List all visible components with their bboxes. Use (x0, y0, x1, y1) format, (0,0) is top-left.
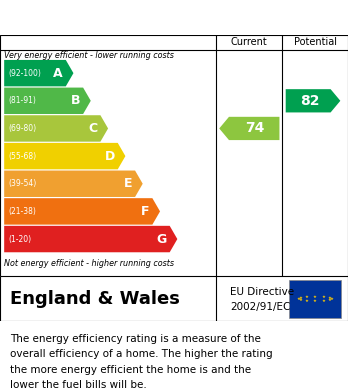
Text: ★: ★ (305, 299, 309, 303)
Text: (55-68): (55-68) (8, 152, 37, 161)
Text: ★: ★ (327, 296, 331, 300)
Text: B: B (71, 94, 80, 107)
Polygon shape (4, 143, 125, 169)
Text: ★: ★ (330, 297, 334, 301)
Polygon shape (4, 170, 143, 197)
Text: ★: ★ (327, 298, 331, 302)
Text: ★: ★ (296, 297, 300, 301)
Polygon shape (219, 117, 279, 140)
Text: overall efficiency of a home. The higher the rating: overall efficiency of a home. The higher… (10, 349, 273, 359)
Text: G: G (157, 233, 167, 246)
Text: Very energy efficient - lower running costs: Very energy efficient - lower running co… (4, 50, 174, 59)
Polygon shape (4, 88, 91, 114)
Bar (289, 280, 341, 318)
Text: ★: ★ (305, 295, 309, 299)
Text: ★: ★ (313, 299, 317, 303)
Text: Energy Efficiency Rating: Energy Efficiency Rating (10, 11, 232, 25)
Text: D: D (105, 150, 115, 163)
Text: 2002/91/EC: 2002/91/EC (230, 302, 291, 312)
Polygon shape (4, 60, 73, 86)
Text: (39-54): (39-54) (8, 179, 37, 188)
Text: C: C (88, 122, 98, 135)
Text: ★: ★ (322, 299, 325, 303)
Text: (81-91): (81-91) (8, 96, 36, 105)
Text: (69-80): (69-80) (8, 124, 37, 133)
Text: ★: ★ (322, 295, 325, 299)
Text: EU Directive: EU Directive (230, 287, 294, 297)
Text: England & Wales: England & Wales (10, 290, 180, 308)
Polygon shape (4, 226, 177, 252)
Text: ★: ★ (313, 295, 317, 299)
Text: F: F (141, 205, 150, 218)
Polygon shape (4, 115, 108, 142)
Text: the more energy efficient the home is and the: the more energy efficient the home is an… (10, 364, 252, 375)
Text: E: E (124, 177, 132, 190)
Text: ★: ★ (299, 298, 303, 302)
Polygon shape (4, 198, 160, 224)
Text: (92-100): (92-100) (8, 69, 41, 78)
Text: The energy efficiency rating is a measure of the: The energy efficiency rating is a measur… (10, 334, 261, 344)
Text: A: A (53, 66, 63, 80)
Text: ★: ★ (299, 296, 303, 300)
Text: Not energy efficient - higher running costs: Not energy efficient - higher running co… (4, 259, 174, 268)
Text: (21-38): (21-38) (8, 207, 36, 216)
Text: 82: 82 (300, 94, 319, 108)
Text: Potential: Potential (294, 37, 337, 47)
Text: Current: Current (231, 37, 268, 47)
Text: (1-20): (1-20) (8, 235, 31, 244)
Text: lower the fuel bills will be.: lower the fuel bills will be. (10, 380, 147, 390)
Polygon shape (286, 89, 340, 113)
Text: 74: 74 (245, 122, 264, 135)
